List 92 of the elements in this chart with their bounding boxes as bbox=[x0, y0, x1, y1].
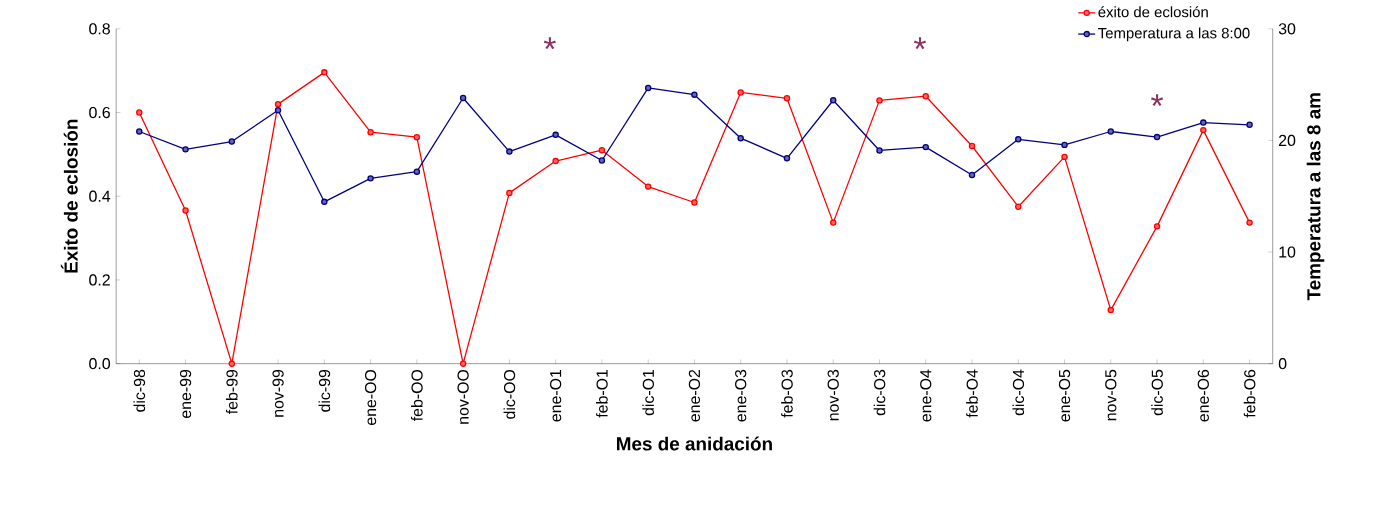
point bbox=[1107, 128, 1115, 135]
point bbox=[783, 95, 791, 102]
point bbox=[1107, 306, 1115, 314]
x-tick-label: feb-O4 bbox=[966, 369, 978, 418]
point bbox=[413, 168, 421, 176]
point bbox=[876, 97, 883, 104]
point bbox=[598, 147, 606, 154]
y-tick-label: 0.6 bbox=[89, 107, 110, 119]
y-tick-label: 0.0 bbox=[89, 358, 111, 370]
point bbox=[413, 134, 421, 141]
point bbox=[552, 131, 559, 139]
x-tick-label: feb-O3 bbox=[781, 369, 793, 418]
x-tick-label: dic-OO bbox=[503, 370, 516, 419]
x-tick-label: dic-99 bbox=[318, 370, 331, 412]
point bbox=[737, 135, 744, 142]
y-tick-label: 0.4 bbox=[89, 190, 111, 202]
x-tick-label: nov-O3 bbox=[827, 369, 839, 421]
x-tick-label: nov-99 bbox=[272, 370, 284, 417]
point bbox=[506, 148, 513, 155]
x-tick-label: feb-OO bbox=[411, 370, 423, 422]
point bbox=[829, 219, 837, 226]
y2-tick-label: 20 bbox=[1279, 134, 1296, 147]
x-tick-label: ene-O4 bbox=[920, 369, 932, 422]
y2-tick-label: 30 bbox=[1278, 23, 1296, 35]
point bbox=[367, 129, 374, 136]
point bbox=[274, 101, 282, 108]
point bbox=[876, 147, 883, 154]
x-tick-label: dic-O5 bbox=[1151, 369, 1163, 416]
point bbox=[321, 198, 328, 206]
point bbox=[598, 157, 606, 164]
annotation: * bbox=[913, 37, 927, 50]
point bbox=[968, 142, 976, 150]
point bbox=[1153, 223, 1161, 230]
x-tick-label: ene-O2 bbox=[688, 370, 701, 422]
point bbox=[644, 183, 652, 190]
point bbox=[182, 207, 189, 214]
point bbox=[459, 360, 467, 368]
x-tick-label: ene-O6 bbox=[1197, 369, 1209, 422]
y-axis-title: Éxito de eclosión bbox=[60, 119, 78, 273]
point bbox=[1061, 141, 1068, 149]
x-tick-label: feb-O1 bbox=[596, 370, 608, 418]
x-tick-label: dic-O4 bbox=[1012, 369, 1025, 416]
legend-label: éxito de eclosión bbox=[1098, 6, 1208, 18]
x-tick-label: ene-O5 bbox=[1058, 369, 1071, 422]
point bbox=[968, 171, 976, 179]
point bbox=[274, 107, 282, 114]
x-tick-label: dic-O1 bbox=[642, 370, 654, 416]
y2-tick-label: 10 bbox=[1279, 246, 1296, 258]
point bbox=[321, 69, 328, 76]
point bbox=[644, 84, 652, 92]
point bbox=[228, 138, 236, 145]
y2-axis-title: Temperatura a las 8 am bbox=[1306, 93, 1325, 301]
x-tick-label: feb-O6 bbox=[1243, 369, 1256, 418]
point bbox=[922, 93, 929, 100]
x-tick-label: ene-O1 bbox=[550, 370, 562, 422]
y-tick-label: 0.2 bbox=[89, 274, 110, 286]
x-tick-label: ene-99 bbox=[179, 370, 192, 419]
x-tick-label: feb-99 bbox=[225, 370, 238, 415]
point bbox=[1200, 127, 1207, 134]
annotation: * bbox=[543, 37, 556, 50]
x-tick-label: nov-O5 bbox=[1105, 369, 1117, 421]
x-axis-title: Mes de anidación bbox=[617, 436, 772, 451]
point bbox=[829, 97, 837, 104]
point bbox=[1015, 136, 1022, 143]
point bbox=[922, 144, 929, 151]
point bbox=[136, 128, 143, 135]
point bbox=[1015, 203, 1022, 211]
x-tick-label: dic-98 bbox=[133, 369, 146, 412]
legend-label: Temperatura a las 8:00 bbox=[1098, 27, 1250, 42]
point bbox=[1246, 121, 1253, 129]
point bbox=[228, 360, 236, 368]
point bbox=[459, 94, 467, 102]
point bbox=[1061, 153, 1068, 161]
y2-tick-label: 0 bbox=[1278, 358, 1287, 370]
point bbox=[506, 189, 513, 197]
point bbox=[136, 109, 143, 116]
point bbox=[783, 155, 791, 162]
point bbox=[691, 199, 698, 206]
point bbox=[1200, 119, 1207, 126]
point bbox=[1246, 219, 1253, 226]
point bbox=[737, 89, 744, 96]
x-tick-label: ene-O3 bbox=[735, 369, 747, 422]
annotation: * bbox=[1151, 94, 1164, 107]
point bbox=[1153, 133, 1161, 141]
point bbox=[691, 91, 698, 99]
point bbox=[552, 157, 559, 165]
x-tick-label: ene-OO bbox=[364, 370, 377, 426]
point bbox=[182, 146, 189, 153]
x-tick-label: nov-OO bbox=[457, 370, 469, 424]
y-tick-label: 0.8 bbox=[89, 23, 110, 35]
point bbox=[367, 175, 374, 182]
x-tick-label: dic-O3 bbox=[873, 369, 886, 416]
